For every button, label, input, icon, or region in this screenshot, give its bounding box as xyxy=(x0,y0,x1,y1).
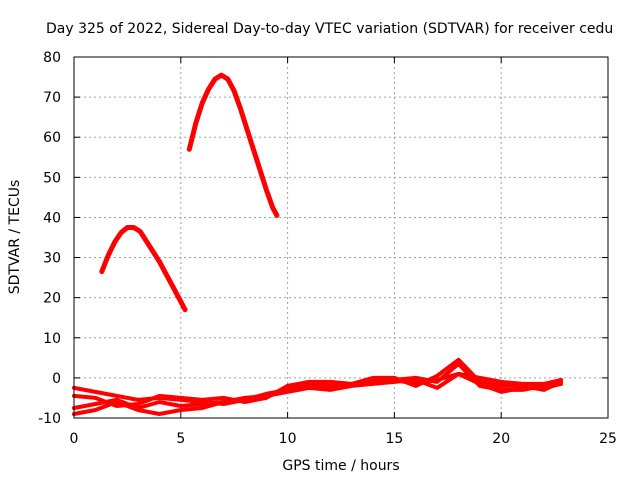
x-tick-label: 25 xyxy=(599,431,617,447)
x-axis-label: GPS time / hours xyxy=(282,458,399,474)
series-group xyxy=(72,72,563,416)
y-tick-label: 50 xyxy=(43,170,61,186)
x-tick-label: 5 xyxy=(176,431,185,447)
x-tick-label: 15 xyxy=(385,431,403,447)
series-line-arc-1 xyxy=(99,225,188,313)
y-tick-label: 60 xyxy=(43,130,61,146)
y-tick-label: -10 xyxy=(38,411,61,427)
x-tick-label: 0 xyxy=(70,431,79,447)
chart-title: Day 325 of 2022, Sidereal Day-to-day VTE… xyxy=(46,21,613,37)
series-line-band-4 xyxy=(72,357,563,408)
x-tick-label: 10 xyxy=(279,431,297,447)
x-tick-label: 20 xyxy=(492,431,510,447)
series-line-band-3 xyxy=(72,371,563,416)
y-tick-label: 0 xyxy=(52,371,61,387)
y-tick-label: 10 xyxy=(43,331,61,347)
y-tick-label: 70 xyxy=(43,90,61,106)
gridlines xyxy=(74,57,608,418)
y-tick-label: 40 xyxy=(43,210,61,226)
y-axis-label: SDTVAR / TECUs xyxy=(7,180,23,295)
y-tick-label: 80 xyxy=(43,50,61,66)
axis-ticks: 0 5 10 15 20 25 -10 0 10 20 30 40 50 60 70 80 xyxy=(38,50,617,447)
y-tick-label: 20 xyxy=(43,291,61,307)
series-line-arc-2 xyxy=(186,72,280,218)
plot-frame xyxy=(73,56,609,419)
y-tick-label: 30 xyxy=(43,251,61,267)
